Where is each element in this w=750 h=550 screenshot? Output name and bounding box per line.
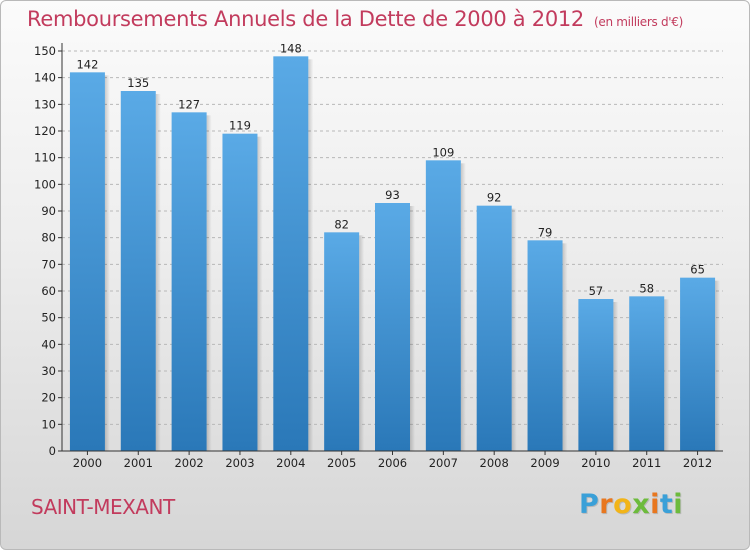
x-tick-label: 2006 bbox=[378, 456, 407, 470]
y-tick-label: 0 bbox=[49, 444, 56, 458]
x-tick-label: 2010 bbox=[581, 456, 610, 470]
bar-shadow bbox=[562, 243, 568, 451]
chart-title-text: Remboursements Annuels de la Dette de 20… bbox=[27, 7, 584, 31]
bar-shadow bbox=[613, 302, 619, 451]
y-tick-label: 50 bbox=[41, 311, 56, 325]
bar bbox=[578, 299, 614, 451]
logo-letter: r bbox=[599, 489, 614, 520]
bar-value-label: 119 bbox=[229, 119, 251, 133]
y-tick-label: 40 bbox=[41, 337, 56, 351]
x-tick-label: 2005 bbox=[327, 456, 356, 470]
y-tick-label: 10 bbox=[41, 417, 56, 431]
bar bbox=[69, 72, 105, 451]
bar bbox=[629, 296, 665, 451]
x-tick-label: 2009 bbox=[530, 456, 559, 470]
bar bbox=[680, 277, 716, 451]
bar-shadow bbox=[715, 280, 721, 451]
y-tick-label: 130 bbox=[34, 97, 56, 111]
y-tick-label: 70 bbox=[41, 257, 56, 271]
y-tick-label: 60 bbox=[41, 284, 56, 298]
x-tick-label: 2008 bbox=[480, 456, 509, 470]
bar-shadow bbox=[410, 206, 415, 451]
bar-shadow bbox=[511, 208, 517, 451]
bar-value-label: 148 bbox=[280, 41, 302, 55]
x-tick-label: 2003 bbox=[225, 456, 254, 470]
bar-shadow bbox=[308, 59, 314, 451]
logo-letter: P bbox=[579, 489, 600, 520]
y-tick-label: 110 bbox=[34, 151, 56, 165]
bar-shadow bbox=[257, 136, 263, 451]
proxiti-logo[interactable]: Proxiti bbox=[579, 489, 683, 520]
y-tick-label: 20 bbox=[41, 391, 56, 405]
logo-letter: i bbox=[650, 489, 660, 520]
x-tick-label: 2002 bbox=[174, 456, 203, 470]
bar bbox=[527, 240, 563, 451]
y-tick-label: 120 bbox=[34, 124, 56, 138]
bar-value-label: 93 bbox=[385, 188, 400, 202]
y-tick-label: 90 bbox=[41, 204, 56, 218]
bar-shadow bbox=[460, 163, 466, 452]
bar-value-label: 109 bbox=[432, 145, 454, 159]
bar-value-label: 92 bbox=[487, 191, 502, 205]
logo-letter: t bbox=[659, 489, 674, 520]
y-tick-label: 100 bbox=[34, 177, 56, 191]
bar-shadow bbox=[155, 94, 161, 451]
bar-value-label: 58 bbox=[639, 281, 654, 295]
bar-shadow bbox=[359, 235, 365, 451]
bars: 142 135 127 119 148 82 93 109 92 79 57 58 65 bbox=[69, 41, 721, 452]
bar-value-label: 57 bbox=[589, 284, 604, 298]
x-tick-label: 2011 bbox=[632, 456, 661, 470]
bar-value-label: 82 bbox=[334, 217, 349, 231]
bar bbox=[425, 160, 461, 452]
y-tick-label: 150 bbox=[34, 44, 56, 58]
bar-shadow bbox=[664, 299, 670, 451]
bar bbox=[120, 91, 156, 451]
x-tick-label: 2004 bbox=[276, 456, 305, 470]
bar-value-label: 135 bbox=[127, 76, 149, 90]
bar bbox=[273, 56, 309, 451]
logo-letter: o bbox=[613, 489, 633, 520]
x-tick-label: 2012 bbox=[683, 456, 712, 470]
bar bbox=[476, 205, 512, 451]
bar-value-label: 65 bbox=[690, 263, 705, 277]
y-tick-label: 140 bbox=[34, 71, 56, 85]
bar-value-label: 127 bbox=[178, 97, 200, 111]
bar bbox=[222, 133, 258, 451]
commune-name: SAINT-MEXANT bbox=[31, 495, 175, 519]
chart-unit: (en milliers d'€) bbox=[594, 15, 684, 29]
x-tick-label: 2001 bbox=[124, 456, 153, 470]
x-tick-label: 2000 bbox=[73, 456, 102, 470]
logo-letter: x bbox=[632, 489, 651, 520]
y-tick-label: 30 bbox=[41, 364, 56, 378]
bar bbox=[375, 203, 410, 451]
y-tick-label: 80 bbox=[41, 231, 56, 245]
bar-value-label: 79 bbox=[538, 225, 553, 239]
bar bbox=[324, 232, 360, 451]
bar-shadow bbox=[206, 115, 212, 451]
bar-value-label: 142 bbox=[76, 57, 98, 71]
bar-shadow bbox=[104, 75, 110, 451]
logo-letter: i bbox=[673, 489, 684, 520]
bar bbox=[171, 112, 207, 451]
chart-title: Remboursements Annuels de la Dette de 20… bbox=[27, 7, 683, 31]
x-tick-label: 2007 bbox=[429, 456, 458, 470]
axes: 0 10 20 30 40 50 60 70 80 90 100 110 120 130 140 150 200… bbox=[34, 43, 723, 470]
